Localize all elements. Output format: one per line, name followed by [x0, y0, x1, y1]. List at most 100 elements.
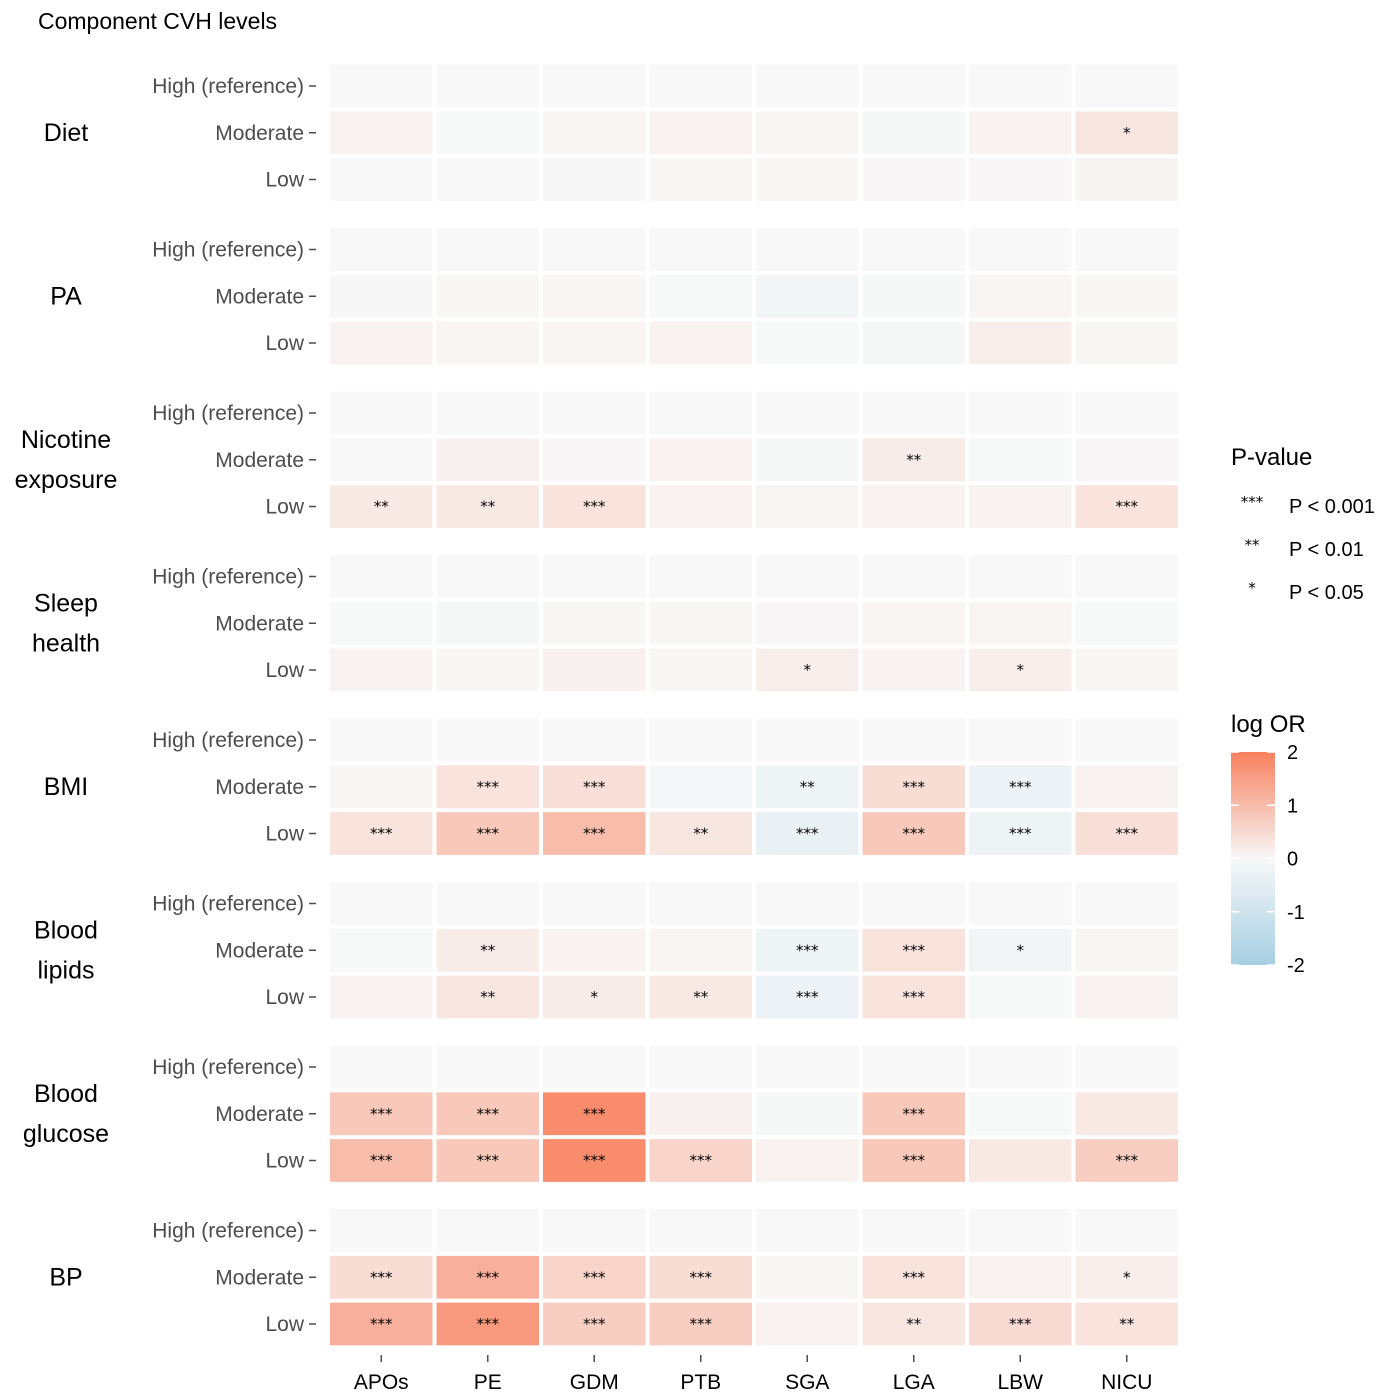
group-label: Blood lipids [34, 916, 98, 984]
x-tick-label: SGA [785, 1371, 829, 1394]
x-tick-label: APOs [354, 1371, 409, 1394]
y-tick-label: High (reference) [152, 75, 304, 98]
heatmap-cell [436, 1209, 539, 1252]
heatmap-cell [1075, 485, 1178, 528]
heatmap-cell [756, 438, 859, 482]
significance-stars: *** [477, 1268, 500, 1286]
significance-stars: *** [477, 825, 500, 843]
heatmap-cell [649, 601, 752, 645]
y-tick-label: Moderate [215, 1266, 304, 1289]
heatmap-cell [330, 601, 433, 645]
heatmap-cell [649, 228, 752, 271]
heatmap-cell [436, 228, 539, 271]
heatmap-cell [436, 975, 539, 1019]
significance-stars: ** [693, 825, 709, 843]
heatmap-cell [1075, 928, 1178, 972]
significance-stars: *** [690, 1268, 713, 1286]
heatmap-cell [543, 1302, 646, 1346]
heatmap-cell [862, 1045, 965, 1089]
heatmap-cell [1075, 274, 1178, 318]
heatmap-cell [649, 975, 752, 1019]
heatmap-cell [756, 928, 859, 972]
heatmap-cell [969, 648, 1072, 692]
heatmap-cell [330, 274, 433, 318]
heatmap-cell [1075, 601, 1178, 645]
heatmap-cell [330, 648, 433, 692]
heatmap-cell [862, 391, 965, 435]
heatmap-cell [969, 64, 1072, 108]
heatmap-cell [330, 1302, 433, 1346]
y-tick-label: Moderate [215, 1103, 304, 1126]
colorbar-tick-label: 1 [1287, 795, 1298, 817]
heatmap-cell [969, 391, 1072, 435]
heatmap-cell [1075, 812, 1178, 855]
y-tick-label: Low [265, 332, 304, 355]
heatmap-cell [649, 1209, 752, 1252]
significance-stars: *** [1009, 825, 1032, 843]
heatmap-cell [862, 274, 965, 318]
significance-stars: * [591, 988, 599, 1006]
heatmap-cell [1075, 882, 1178, 925]
heatmap-cell [436, 812, 539, 855]
heatmap-cell [1075, 1209, 1178, 1252]
heatmap-cell [862, 1092, 965, 1136]
significance-stars: *** [477, 1315, 500, 1333]
heatmap-cell [969, 438, 1072, 482]
x-tick-label: LBW [997, 1371, 1043, 1394]
heatmap-cell [543, 1209, 646, 1252]
colorbar-tick-label: 0 [1287, 849, 1298, 871]
heatmap-cell [756, 111, 859, 155]
y-tick-label: High (reference) [152, 239, 304, 262]
significance-stars: * [1017, 661, 1025, 679]
heatmap-cell [969, 555, 1072, 598]
heatmap-cell [756, 601, 859, 645]
heatmap-cell [756, 228, 859, 271]
heatmap-cell [862, 321, 965, 365]
significance-stars: * [1123, 1268, 1131, 1286]
heatmap-cell [543, 882, 646, 925]
significance-stars: ** [480, 988, 496, 1006]
significance-stars: *** [583, 1315, 606, 1333]
pvalue-legend-label: P < 0.05 [1289, 582, 1364, 604]
heatmap-cell [436, 111, 539, 155]
heatmap-cell [1075, 1092, 1178, 1136]
heatmap-cell [969, 111, 1072, 155]
heatmap-cell [969, 718, 1072, 762]
heatmap-cell [969, 601, 1072, 645]
heatmap-cell [969, 882, 1072, 925]
heatmap-cell [862, 1209, 965, 1252]
heatmap-cell [862, 928, 965, 972]
significance-stars: *** [1009, 778, 1032, 796]
heatmap-cell [543, 648, 646, 692]
heatmap-cell [1075, 975, 1178, 1019]
heatmap-cell [543, 391, 646, 435]
heatmap-cell [969, 228, 1072, 271]
heatmap-cell [1075, 1255, 1178, 1299]
heatmap-panels: Diet High (reference) Moderate * Low PA High (… [15, 64, 1178, 1346]
heatmap-cell [1075, 1139, 1178, 1182]
heatmap-cell [543, 1139, 646, 1182]
heatmap-cell [649, 1255, 752, 1299]
heatmap-cell [969, 1209, 1072, 1252]
significance-stars: *** [370, 1315, 393, 1333]
heatmap-cell [969, 485, 1072, 528]
y-tick-label: Moderate [215, 122, 304, 145]
heatmap-cell [649, 1302, 752, 1346]
heatmap-cell [969, 1092, 1072, 1136]
heatmap-cell [756, 1209, 859, 1252]
heatmap-cell [756, 485, 859, 528]
significance-stars: *** [370, 1105, 393, 1123]
heatmap-cell [649, 718, 752, 762]
heatmap-cell [969, 1139, 1072, 1182]
group-label: Nicotine exposure [15, 426, 118, 494]
heatmap-cell [649, 648, 752, 692]
significance-stars: *** [903, 1268, 926, 1286]
heatmap-cell [1075, 718, 1178, 762]
y-tick-label: Low [265, 986, 304, 1009]
significance-stars: *** [903, 1152, 926, 1170]
heatmap-cell [862, 158, 965, 201]
heatmap-cell [1075, 438, 1178, 482]
significance-stars: *** [477, 778, 500, 796]
significance-stars: *** [583, 1152, 606, 1170]
